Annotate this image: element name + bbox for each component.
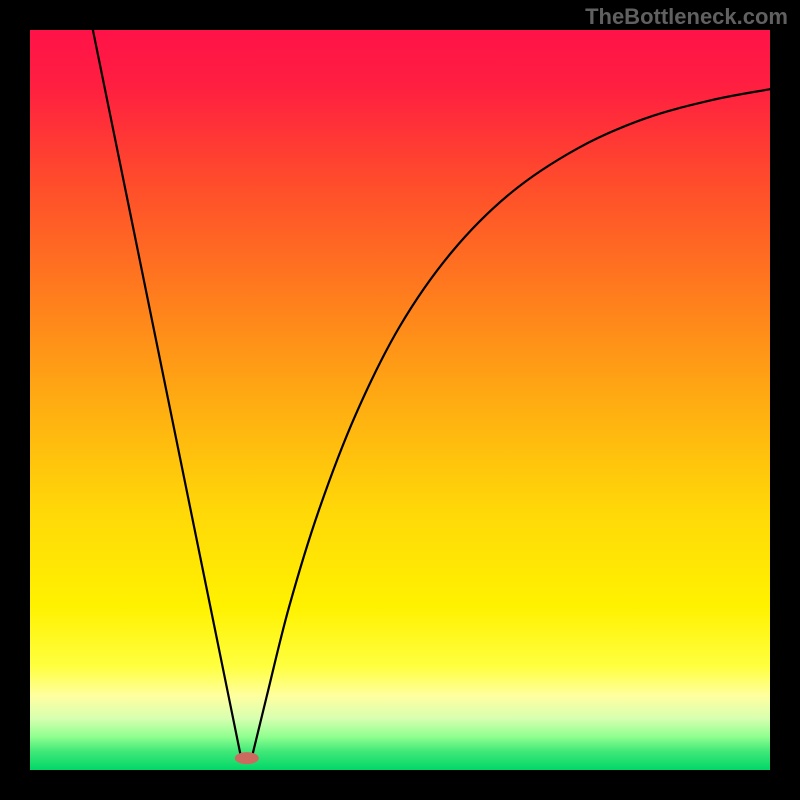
plot-area [30, 30, 770, 770]
watermark-text: TheBottleneck.com [585, 4, 788, 30]
chart-container: { "watermark": { "text": "TheBottleneck.… [0, 0, 800, 800]
bottleneck-curve-chart [0, 0, 800, 800]
minimum-marker [235, 752, 259, 764]
